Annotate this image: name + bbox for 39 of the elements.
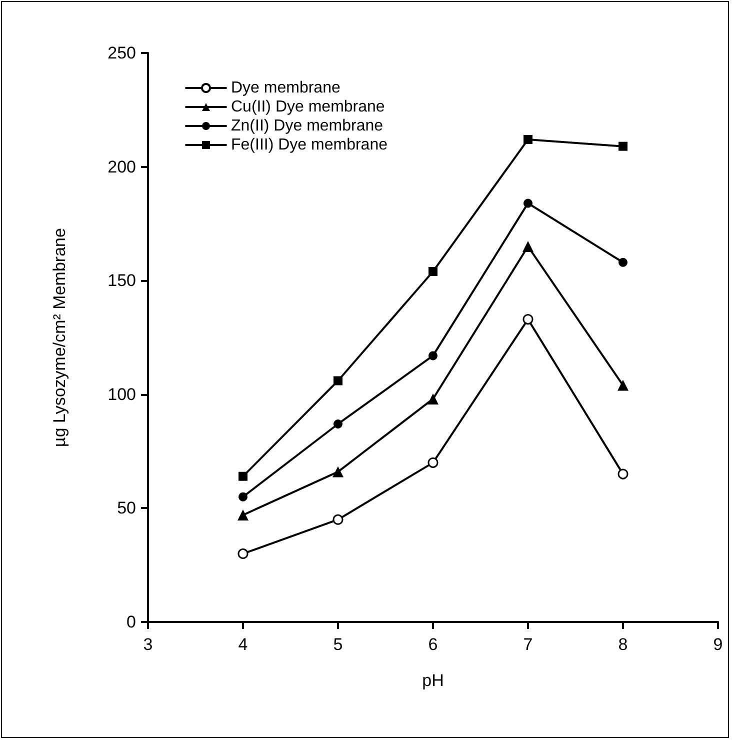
legend-label: Zn(II) Dye membrane	[231, 118, 384, 134]
x-tick-label: 4	[238, 635, 248, 654]
y-tick-label: 50	[117, 498, 136, 518]
y-tick-label: 100	[108, 384, 136, 404]
y-tick-label: 200	[108, 157, 136, 176]
y-tick-label: 0	[126, 612, 136, 632]
point	[238, 492, 248, 502]
x-tick-label: 3	[143, 635, 153, 654]
legend-label: Fe(III) Dye membrane	[231, 136, 388, 154]
point	[428, 393, 438, 404]
point	[524, 198, 532, 208]
x-axis-title: pH	[422, 671, 444, 690]
point	[522, 314, 534, 325]
y-axis-title: µg Lysozyme/cm² Membrane	[50, 228, 69, 447]
point	[524, 134, 532, 144]
point	[618, 468, 628, 480]
point	[334, 419, 342, 428]
point	[332, 514, 344, 525]
point	[428, 351, 438, 360]
x-tick-label: 9	[713, 635, 723, 654]
x-tick-label: 8	[618, 635, 628, 654]
point	[332, 466, 344, 478]
point	[428, 457, 438, 468]
y-tick-label: 150	[108, 271, 136, 290]
point	[618, 142, 628, 151]
x-tick-label: 6	[428, 635, 438, 654]
point	[618, 380, 628, 391]
point	[522, 240, 534, 252]
point	[428, 266, 438, 276]
point	[238, 510, 248, 521]
x-tick-label: 5	[333, 635, 343, 654]
y-tick-label: 250	[108, 44, 136, 62]
legend-label: Dye membrane	[231, 80, 340, 96]
legend-label: Cu(II) Dye membrane	[231, 98, 385, 116]
point	[334, 376, 342, 386]
point	[238, 548, 248, 559]
point	[238, 472, 248, 481]
point	[618, 258, 628, 267]
x-tick-label: 7	[523, 635, 533, 654]
